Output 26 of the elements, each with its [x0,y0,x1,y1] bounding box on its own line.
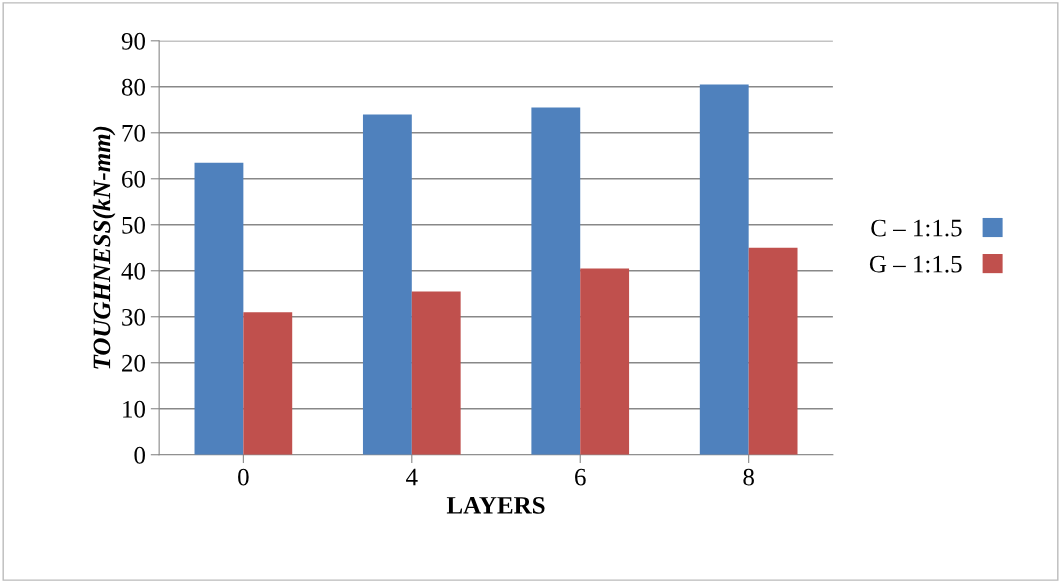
y-tick-label: 90 [121,32,145,50]
y-tick-label: 80 [121,78,145,96]
bar [748,247,798,455]
y-tick-label: 10 [123,400,145,418]
y-tick-label: 60 [122,170,145,188]
x-tick-label: 8 [743,468,754,486]
y-axis-title: TOUGHNESS(kN-mm) [92,126,116,369]
bar [580,268,630,455]
x-axis-title: LAYERS [446,496,545,514]
legend-label: G – 1:1.5 [869,255,962,273]
bar [362,114,412,455]
y-tick-label: 40 [121,262,145,280]
y-tick-label: 30 [122,308,145,326]
x-tick-label: 0 [238,468,249,486]
bar [531,107,581,455]
y-tick-label: 20 [122,354,145,372]
bar [194,162,244,455]
bar [411,291,461,455]
y-tick-label: 0 [134,446,145,464]
legend-label: C – 1:1.5 [871,219,962,237]
bar [243,312,293,455]
y-tick-label: 50 [122,216,145,234]
x-tick-label: 4 [406,468,418,486]
y-tick-label: 70 [122,124,145,142]
bar [699,84,749,455]
x-tick-label: 6 [575,468,586,486]
